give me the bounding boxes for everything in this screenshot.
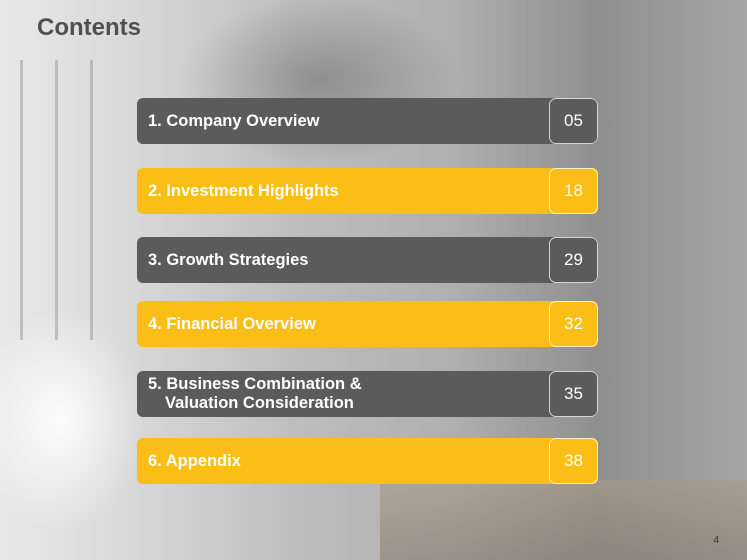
toc-item-label: 5. Business Combination & Valuation Cons…: [148, 371, 362, 417]
toc-item-appendix[interactable]: 6. Appendix 38: [137, 438, 598, 484]
toc-item-page: 05: [549, 98, 598, 144]
toc-item-page: 29: [549, 237, 598, 283]
toc-item-growth-strategies[interactable]: 3. Growth Strategies 29: [137, 237, 598, 283]
toc-item-financial-overview[interactable]: 4. Financial Overview 32: [137, 301, 598, 347]
toc-item-label: 1. Company Overview: [148, 111, 320, 130]
slide-number: 4: [713, 535, 719, 546]
toc-item-label-line1: 5. Business Combination &: [148, 375, 362, 393]
toc-item-label-line2: Valuation Consideration: [165, 394, 354, 412]
toc-item-page: 18: [549, 168, 598, 214]
toc-item-label: 3. Growth Strategies: [148, 250, 309, 269]
toc-item-page: 32: [549, 301, 598, 347]
toc-item-label: 6. Appendix: [148, 451, 241, 470]
toc-item-company-overview[interactable]: 1. Company Overview 05: [137, 98, 598, 144]
toc-item-business-combination[interactable]: 5. Business Combination & Valuation Cons…: [137, 371, 598, 417]
toc-item-label: 2. Investment Highlights: [148, 181, 339, 200]
toc-item-page: 35: [549, 371, 598, 417]
page-title: Contents: [37, 14, 141, 41]
toc-item-investment-highlights[interactable]: 2. Investment Highlights 18: [137, 168, 598, 214]
toc-item-page: 38: [549, 438, 598, 484]
toc-item-label: 4. Financial Overview: [148, 314, 316, 333]
